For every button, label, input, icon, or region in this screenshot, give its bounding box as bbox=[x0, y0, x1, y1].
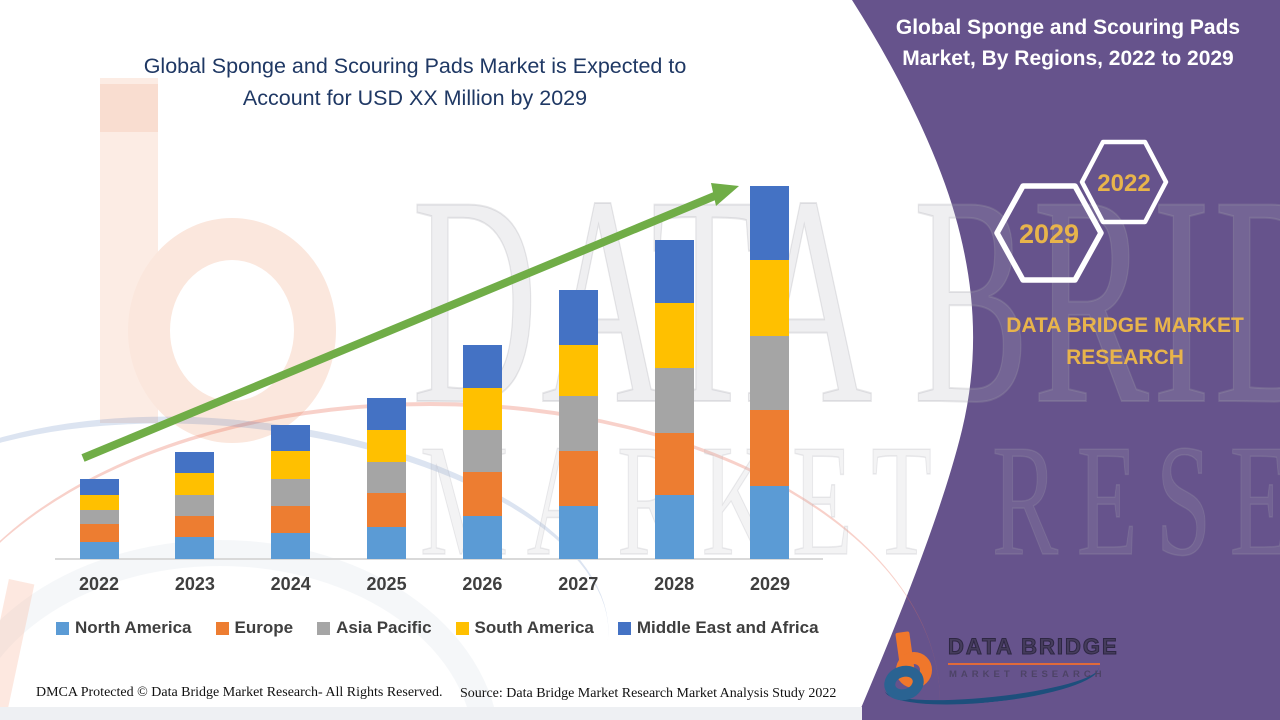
bar-segment-2022-middle-east-and-africa bbox=[79, 479, 119, 495]
bar-segment-2026-south-america bbox=[462, 388, 502, 430]
bar-segment-2029-europe bbox=[750, 410, 790, 486]
legend-item-middle-east-and-africa: Middle East and Africa bbox=[617, 618, 819, 638]
company-logo: DATA BRIDGE MARKET RESEARCH bbox=[879, 630, 1117, 714]
bar-segment-2029-middle-east-and-africa bbox=[750, 186, 790, 260]
bar-segment-2028-europe bbox=[654, 433, 694, 495]
bar-segment-2028-north-america bbox=[654, 495, 694, 559]
legend-item-north-america: North America bbox=[56, 618, 192, 638]
legend-label: Asia Pacific bbox=[336, 618, 432, 637]
bar-segment-2028-asia-pacific bbox=[654, 368, 694, 433]
legend-label: South America bbox=[474, 618, 594, 637]
trend-arrowhead bbox=[711, 183, 739, 206]
x-axis-label-2028: 2028 bbox=[654, 574, 695, 594]
legend-label: North America bbox=[75, 618, 192, 637]
legend-item-asia-pacific: Asia Pacific bbox=[317, 618, 432, 638]
bottom-strip bbox=[0, 707, 862, 720]
watermark-logo-square bbox=[100, 84, 158, 132]
bar-segment-2024-middle-east-and-africa bbox=[271, 425, 311, 451]
legend-swatch-icon bbox=[617, 621, 631, 635]
bar-segment-2024-south-america bbox=[271, 451, 311, 479]
hexagon-2022 bbox=[1079, 139, 1169, 225]
x-axis-line bbox=[55, 558, 823, 560]
bar-segment-2025-europe bbox=[367, 493, 407, 527]
bar-segment-2022-europe bbox=[79, 524, 119, 542]
bar-segment-2027-south-america bbox=[558, 345, 598, 396]
bar-segment-2023-middle-east-and-africa bbox=[175, 452, 215, 473]
hexagon-2029-label: 2029 bbox=[1019, 219, 1079, 249]
bar-segment-2029-north-america bbox=[750, 486, 790, 559]
bar-segment-2025-south-america bbox=[367, 430, 407, 462]
bar-segment-2027-middle-east-and-africa bbox=[558, 290, 598, 345]
hexagon-2029 bbox=[994, 183, 1104, 283]
bar-segment-2023-asia-pacific bbox=[175, 495, 215, 516]
chart-title: Global Sponge and Scouring Pads Market i… bbox=[0, 50, 830, 114]
x-axis-label-2022: 2022 bbox=[78, 574, 120, 594]
bar-segment-2028-middle-east-and-africa bbox=[654, 240, 694, 303]
brand-text-line1: DATA BRIDGE MARKET bbox=[1006, 314, 1244, 337]
bar-segment-2029-south-america bbox=[750, 260, 790, 336]
panel-title-line1: Global Sponge and Scouring Pads bbox=[895, 16, 1241, 39]
hexagon-2022-label: 2022 bbox=[1097, 170, 1150, 197]
chart-title-line2: Account for USD XX Million by 2029 bbox=[242, 86, 588, 110]
legend-item-south-america: South America bbox=[455, 618, 594, 638]
x-axis-label-2024: 2024 bbox=[270, 574, 311, 594]
bar-segment-2022-asia-pacific bbox=[79, 510, 119, 524]
brand-text-line2: RESEARCH bbox=[1066, 346, 1184, 369]
logo-b-bowl-icon bbox=[896, 652, 932, 688]
bar-segment-2022-south-america bbox=[79, 495, 119, 510]
bar-segment-2028-south-america bbox=[654, 303, 694, 368]
source-credit: Source: Data Bridge Market Research Mark… bbox=[460, 686, 837, 701]
legend-swatch-icon bbox=[317, 621, 331, 635]
logo-underline bbox=[948, 663, 1100, 665]
bar-segment-2027-north-america bbox=[558, 506, 598, 559]
bar-segment-2026-north-america bbox=[462, 516, 502, 559]
x-axis-label-2026: 2026 bbox=[462, 574, 503, 594]
bar-segment-2025-middle-east-and-africa bbox=[367, 398, 407, 430]
bar-segment-2022-north-america bbox=[79, 542, 119, 559]
bar-segment-2029-asia-pacific bbox=[750, 336, 790, 410]
bar-segment-2026-europe bbox=[462, 472, 502, 516]
bar-segment-2026-asia-pacific bbox=[462, 430, 502, 472]
dmca-notice: DMCA Protected © Data Bridge Market Rese… bbox=[36, 685, 443, 700]
legend-swatch-icon bbox=[455, 621, 469, 635]
brand-text: DATA BRIDGE MARKET RESEARCH bbox=[985, 310, 1265, 374]
bar-segment-2026-middle-east-and-africa bbox=[462, 345, 502, 388]
bar-segment-2027-europe bbox=[558, 451, 598, 506]
bar-segment-2023-south-america bbox=[175, 473, 215, 495]
x-axis-label-2023: 2023 bbox=[174, 574, 215, 594]
legend-item-europe: Europe bbox=[215, 618, 294, 638]
logo-name: DATA BRIDGE bbox=[948, 634, 1119, 660]
x-axis-label-2029: 2029 bbox=[749, 574, 790, 594]
bar-segment-2025-north-america bbox=[367, 527, 407, 559]
legend-swatch-icon bbox=[215, 621, 229, 635]
panel-title-line2: Market, By Regions, 2022 to 2029 bbox=[902, 47, 1234, 70]
legend-swatch-icon bbox=[56, 621, 69, 635]
side-panel-shape bbox=[852, 0, 1280, 720]
x-axis-label-2027: 2027 bbox=[558, 574, 599, 594]
bar-segment-2023-europe bbox=[175, 516, 215, 537]
watermark-text-row1: DATA BRIDGE bbox=[411, 133, 1280, 467]
chart-title-line1: Global Sponge and Scouring Pads Market i… bbox=[143, 54, 687, 78]
bar-segment-2025-asia-pacific bbox=[367, 462, 407, 493]
bar-segment-2027-asia-pacific bbox=[558, 396, 598, 451]
chart-legend: North America Europe Asia Pacific South Ame… bbox=[56, 618, 846, 638]
x-axis-label-2025: 2025 bbox=[366, 574, 407, 594]
bar-segment-2023-north-america bbox=[175, 537, 215, 559]
panel-title: Global Sponge and Scouring Pads Market, … bbox=[868, 12, 1268, 74]
legend-label: Middle East and Africa bbox=[636, 618, 819, 637]
bar-segment-2024-north-america bbox=[271, 533, 311, 559]
legend-label: Europe bbox=[234, 618, 294, 637]
logo-subtitle: MARKET RESEARCH bbox=[949, 669, 1106, 680]
bar-segment-2024-asia-pacific bbox=[271, 479, 311, 506]
bar-segment-2024-europe bbox=[271, 506, 311, 533]
